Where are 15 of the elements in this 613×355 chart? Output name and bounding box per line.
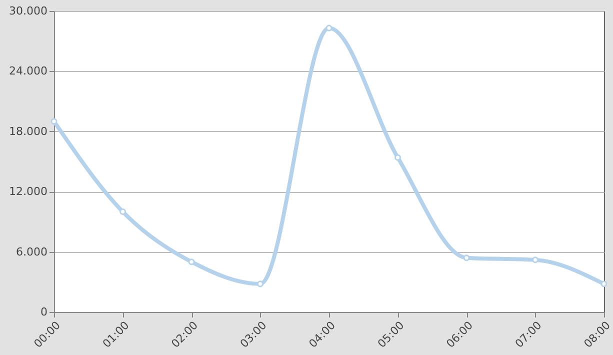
point — [50, 118, 58, 125]
point — [257, 280, 264, 288]
y-tick-label: 6.000 — [16, 245, 48, 258]
point — [120, 208, 126, 215]
point — [394, 154, 401, 161]
point — [326, 24, 332, 32]
point — [600, 280, 608, 288]
y-tick-label: 0 — [40, 306, 48, 318]
y-tick-label: 12.000 — [9, 185, 48, 198]
y-tick-label: 24.000 — [9, 64, 48, 78]
point — [463, 254, 470, 262]
y-tick-label: 30.000 — [9, 4, 48, 18]
y-tick-label: 18.000 — [9, 124, 48, 138]
point — [188, 258, 195, 266]
point — [532, 256, 538, 264]
